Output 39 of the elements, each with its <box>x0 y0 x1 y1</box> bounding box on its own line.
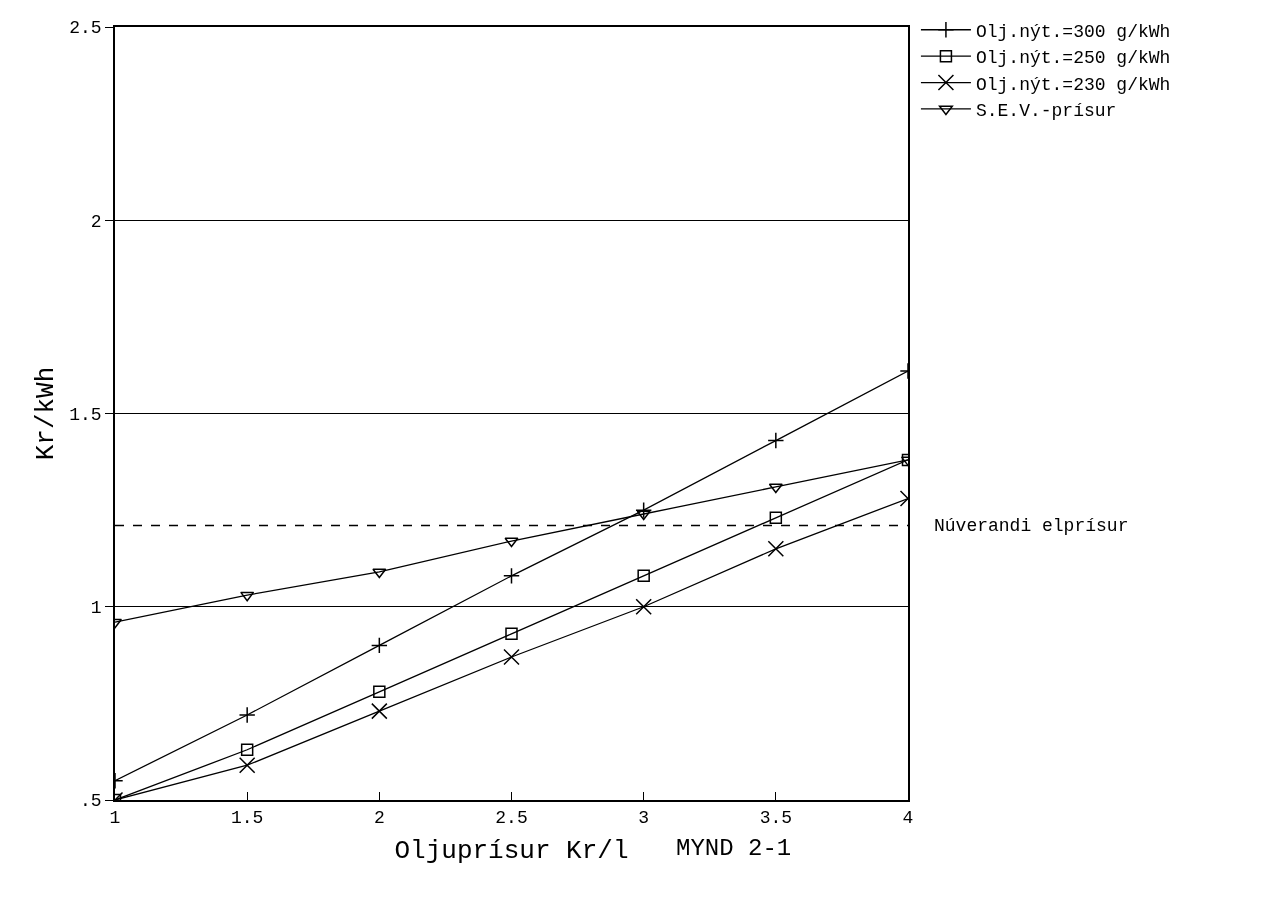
point <box>768 483 783 494</box>
x-tick-label: 2.5 <box>495 808 528 829</box>
point <box>635 501 653 519</box>
legend-label: Olj.nýt.=230 g/kWh <box>975 74 1171 95</box>
x-tick-label: 1 <box>109 808 121 829</box>
point <box>636 510 651 521</box>
x-tick-label: 3.5 <box>759 808 793 829</box>
point <box>238 756 256 774</box>
y-tick-label: 1 <box>90 598 102 619</box>
x-tick-label: 3 <box>638 808 650 829</box>
point <box>373 685 386 699</box>
point <box>240 743 254 757</box>
point <box>767 540 785 558</box>
point <box>635 598 652 615</box>
x-tick-label: 2 <box>373 808 385 829</box>
y-tick-label: 2.5 <box>69 18 102 39</box>
point <box>505 627 518 641</box>
point <box>637 569 650 583</box>
point <box>372 568 387 579</box>
y-axis-title: Kr/kWh <box>30 366 61 461</box>
point <box>767 432 785 450</box>
ref-line-label: Núverandi elprísur <box>934 516 1129 536</box>
point <box>769 511 783 525</box>
legend-label: S.E.V.-prísur <box>975 100 1117 121</box>
y-tick-label: 2 <box>90 211 102 232</box>
point <box>503 567 520 585</box>
legend-label: Olj.nýt.=250 g/kWh <box>975 48 1171 69</box>
point <box>240 591 255 602</box>
x-tick-label: 1.5 <box>230 808 264 829</box>
y-tick-label: .5 <box>80 791 102 812</box>
x-tick-label: 4 <box>902 808 914 829</box>
point <box>371 702 388 720</box>
point <box>503 648 520 666</box>
x-axis-title: Oljuprísur Kr/l <box>394 835 629 866</box>
point <box>370 636 388 654</box>
y-tick-label: 1.5 <box>69 404 102 425</box>
point <box>504 537 519 548</box>
text: MYND 2-1 <box>676 835 792 862</box>
legend-label: Olj.nýt.=300 g/kWh <box>975 21 1171 42</box>
